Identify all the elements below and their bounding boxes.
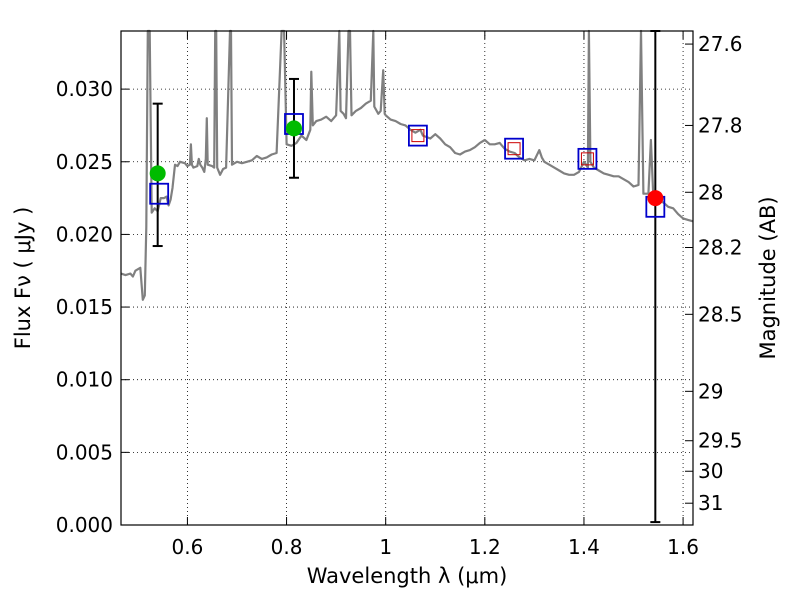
magnitude-tick-label: 31 xyxy=(698,491,723,515)
model-photometry-square xyxy=(408,124,428,147)
x-tick-label: 1.6 xyxy=(667,535,699,559)
magnitude-tick-label: 27.8 xyxy=(698,113,743,137)
y-tick-label: 0.005 xyxy=(56,440,113,464)
x-tick-label: 1 xyxy=(379,535,392,559)
x-tick-label: 1.4 xyxy=(568,535,600,559)
model-photometry-square xyxy=(577,147,598,170)
model-photometry-square xyxy=(504,137,524,160)
model-spectrum-layer xyxy=(120,29,694,301)
observed-point xyxy=(647,190,664,207)
magnitude-tick-label: 28 xyxy=(698,180,723,204)
magnitude-tick-label: 29.5 xyxy=(698,429,743,453)
y-tick-label: 0.010 xyxy=(56,368,113,392)
filter-response-layer xyxy=(411,129,594,166)
x-axis-title: Wavelength λ (μm) xyxy=(307,564,508,588)
y-axis-ticks: 0.000 0.005 0.010 0.015 0.020 0.025 0.030 xyxy=(56,77,129,537)
x-axis-ticks: 0.6 0.8 1 1.2 1.4 1.6 xyxy=(172,31,699,559)
filter-response-mark xyxy=(411,129,425,143)
y-tick-label: 0.030 xyxy=(56,77,113,101)
magnitude-axis-ticks: 27.6 27.8 28 28.2 28.5 29 29.5 30 31 xyxy=(685,32,743,515)
filter-response-mark xyxy=(507,142,521,156)
y-axis-title: Flux Fν ( μJy ) xyxy=(11,207,35,350)
plot-frame xyxy=(120,30,694,526)
observed-points-layer xyxy=(149,120,664,207)
plot-background xyxy=(121,31,693,525)
magnitude-tick-label: 29 xyxy=(698,379,723,403)
x-tick-label: 0.8 xyxy=(271,535,303,559)
model-spectrum-line xyxy=(120,29,694,301)
y-tick-label: 0.020 xyxy=(56,222,113,246)
y-tick-label: 0.015 xyxy=(56,295,113,319)
y-tick-label: 0.000 xyxy=(56,513,113,537)
magnitude-tick-label: 28.2 xyxy=(698,235,743,259)
x-tick-label: 1.2 xyxy=(469,535,501,559)
model-photometry-square xyxy=(149,182,170,205)
x-tick-label: 0.6 xyxy=(172,535,204,559)
magnitude-tick-label: 28.5 xyxy=(698,302,743,326)
observed-point xyxy=(285,120,302,137)
y-axis-right-title: Magnitude (AB) xyxy=(756,196,780,359)
magnitude-tick-label: 30 xyxy=(698,459,723,483)
model-photometry-layer xyxy=(149,113,666,218)
magnitude-tick-label: 27.6 xyxy=(698,32,743,56)
observed-point xyxy=(149,165,166,182)
y-tick-label: 0.025 xyxy=(56,150,113,174)
filter-response-mark xyxy=(580,152,594,166)
